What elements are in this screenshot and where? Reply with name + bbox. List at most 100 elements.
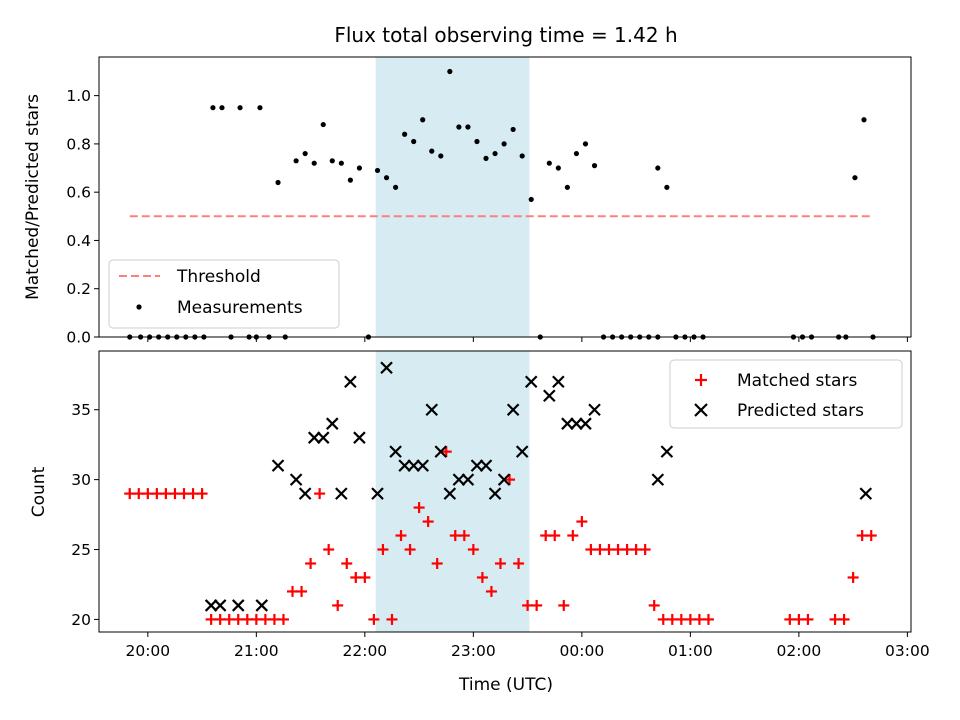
ratio-ytick-label: 0.6 xyxy=(66,184,91,202)
matched-star-point xyxy=(648,599,660,611)
predicted-legend-label: Predicted stars xyxy=(737,401,864,421)
ratio-ytick-label: 0.2 xyxy=(66,280,91,298)
matched-star-point xyxy=(802,613,814,625)
measurement-point xyxy=(510,126,516,133)
count-ytick-label: 25 xyxy=(71,541,91,559)
predicted-star-point xyxy=(651,473,665,486)
count-legend-box xyxy=(669,359,903,429)
matched-star-point xyxy=(296,585,308,597)
measurement-point xyxy=(329,158,335,164)
predicted-star-point xyxy=(543,389,556,403)
predicted-star-point xyxy=(452,473,466,486)
measurement-point xyxy=(338,160,344,166)
ratio-legend-box xyxy=(108,259,340,329)
measurements-legend-label: Measurements xyxy=(177,298,303,318)
measurement-point xyxy=(591,163,598,169)
matched-star-point xyxy=(395,530,407,542)
predicted-star-point xyxy=(213,599,227,612)
predicted-star-point xyxy=(231,599,245,612)
measurement-point xyxy=(383,175,390,181)
matched-star-point xyxy=(332,599,344,611)
matched-star-point xyxy=(368,613,380,625)
measurement-point xyxy=(374,167,381,174)
measurement-point xyxy=(275,179,281,186)
count-xtick-label: 00:00 xyxy=(560,642,605,660)
matched-star-point xyxy=(531,599,543,611)
matched-legend-swatch xyxy=(695,374,707,386)
measurement-point xyxy=(447,68,453,75)
ratio-ytick-label: 0.4 xyxy=(66,232,91,250)
predicted-star-point xyxy=(371,487,384,500)
measurement-point xyxy=(501,141,507,147)
matched-star-point xyxy=(359,571,371,583)
chart-title: Flux total observing time = 1.42 h xyxy=(334,23,677,47)
measurement-point xyxy=(347,177,353,183)
count-xtick-label: 02:00 xyxy=(777,642,822,660)
measurement-point xyxy=(420,117,426,123)
predicted-star-point xyxy=(326,417,339,430)
matched-star-point xyxy=(341,557,353,569)
matched-star-point xyxy=(838,613,850,625)
count-xtick-label: 22:00 xyxy=(343,642,388,660)
predicted-star-point xyxy=(461,473,475,486)
measurement-point xyxy=(861,117,867,123)
measurement-point xyxy=(392,184,399,190)
matched-star-point xyxy=(431,557,443,569)
matched-star-point xyxy=(513,557,525,569)
measurement-point xyxy=(438,153,444,159)
measurement-point xyxy=(519,153,525,159)
ratio-y-axis-label: Matched/Predicted stars xyxy=(23,94,43,300)
count-xtick-label: 03:00 xyxy=(885,642,930,660)
predicted-star-point xyxy=(289,473,303,486)
threshold-legend-label: Threshold xyxy=(176,267,261,287)
count-panel: 20 25 30 35 20:00 21:00 22:00 23:00 00:00 01:00 0… xyxy=(29,350,930,695)
measurement-point xyxy=(311,160,317,166)
predicted-star-point xyxy=(398,459,411,472)
measurement-point xyxy=(555,165,561,171)
count-xtick-label: 21:00 xyxy=(234,642,279,660)
predicted-star-point xyxy=(434,445,448,458)
predicted-legend-swatch xyxy=(694,403,708,417)
matched-star-point xyxy=(440,446,452,458)
predicted-star-point xyxy=(859,487,873,500)
matched-star-point xyxy=(576,516,588,528)
measurement-point xyxy=(411,138,417,145)
matched-star-point xyxy=(196,488,208,500)
ratio-highlight-span xyxy=(375,57,530,337)
count-ytick-label: 20 xyxy=(71,611,91,629)
measurement-point xyxy=(573,150,580,157)
measurement-point xyxy=(456,124,462,130)
predicted-star-point xyxy=(506,403,520,416)
measurement-point xyxy=(655,165,661,171)
predicted-star-point xyxy=(515,445,529,458)
predicted-star-point xyxy=(579,417,592,430)
count-xtick-label: 20:00 xyxy=(125,642,170,660)
matched-star-point xyxy=(485,585,497,597)
measurement-point xyxy=(320,121,326,128)
predicted-star-point xyxy=(479,459,493,472)
matched-star-point xyxy=(422,516,434,528)
predicted-star-point xyxy=(255,599,269,612)
predicted-star-point xyxy=(497,473,511,486)
measurement-point xyxy=(302,150,308,157)
matched-star-point xyxy=(639,544,651,556)
predicted-star-point xyxy=(588,403,601,416)
measurement-point xyxy=(492,150,498,157)
predicted-star-point xyxy=(552,375,565,389)
x-axis-label: Time (UTC) xyxy=(458,675,553,695)
predicted-star-point xyxy=(204,599,218,612)
predicted-star-point xyxy=(443,487,457,500)
measurements-legend-swatch xyxy=(136,304,142,310)
ratio-legend: Threshold Measurements xyxy=(108,259,340,329)
matched-star-point xyxy=(458,530,470,542)
measurement-point xyxy=(564,184,570,190)
matched-star-point xyxy=(467,544,479,556)
measurement-point xyxy=(293,158,299,164)
matched-star-point xyxy=(377,544,389,556)
matched-star-point xyxy=(504,474,516,486)
matched-star-point xyxy=(847,571,859,583)
ratio-panel: 0.0 0.2 0.4 0.6 0.8 1.0 Matched/Predicted sta… xyxy=(23,56,912,347)
matched-star-point xyxy=(305,557,317,569)
matched-star-point xyxy=(567,530,579,542)
